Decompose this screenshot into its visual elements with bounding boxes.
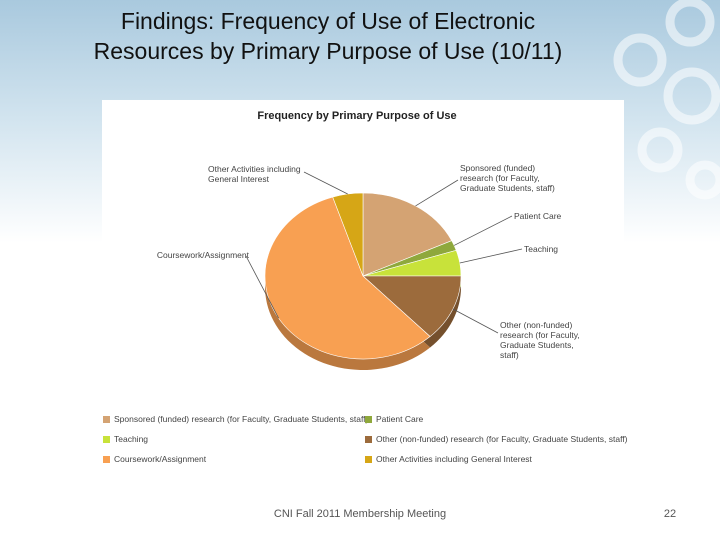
deco-circle [637,127,683,173]
footer: CNI Fall 2011 Membership Meeting [273,508,447,520]
slice-label: Other (non-funded) research (for Faculty… [500,320,580,360]
legend-label: Other (non-funded) research (for Faculty… [376,434,628,444]
pie [264,192,462,370]
pie-slice [362,275,462,337]
legend-label: Teaching [114,434,149,444]
leader-line [245,255,280,319]
deco-circle [685,160,720,200]
legend-entry: Other Activities including General Inter… [365,454,532,464]
chart-title: Frequency by Primary Purpose of Use [257,110,456,122]
legend-swatch [103,456,110,463]
deco-circle [665,0,715,47]
legend-label: Sponsored (funded) research (for Faculty… [114,414,369,424]
legend-entry: Other (non-funded) research (for Faculty… [365,434,628,444]
legend-swatch [103,416,110,423]
legend-swatch [365,416,372,423]
leader-line [415,179,459,207]
leader-line [459,248,523,264]
page-number: 22 [663,508,677,520]
pie-slice [362,192,453,277]
slice-label: Other Activities including General Inter… [208,164,301,184]
deco-circle [663,67,720,125]
leader-line [452,308,499,334]
leaders [245,171,523,334]
legend-entry: Sponsored (funded) research (for Faculty… [103,414,368,424]
pie-slice [264,196,431,360]
legend-label: Other Activities including General Inter… [376,454,532,464]
slide-title: Resources by Primary Purpose of Use (10/… [93,38,563,64]
leader-line [453,215,513,246]
leader-line [303,171,348,195]
legend-swatch [365,456,372,463]
legend-swatch [103,436,110,443]
legend-label: Coursework/Assignment [114,454,207,464]
slice-label: Sponsored (funded) research (for Faculty… [460,163,555,193]
legend-entry: Teaching [103,434,148,444]
decoration [613,0,720,200]
legend-entry: Patient Care [365,414,423,424]
slice-label: Coursework/Assignment [156,250,249,260]
legend-label: Patient Care [376,414,424,424]
deco-circle [613,33,667,87]
slice-label: Patient Care [514,211,562,221]
legend-swatch [365,436,372,443]
slice-label: Teaching [524,244,559,254]
legend-entry: Coursework/Assignment [103,454,206,464]
slide-title: Findings: Frequency of Use of Electronic [120,8,536,34]
